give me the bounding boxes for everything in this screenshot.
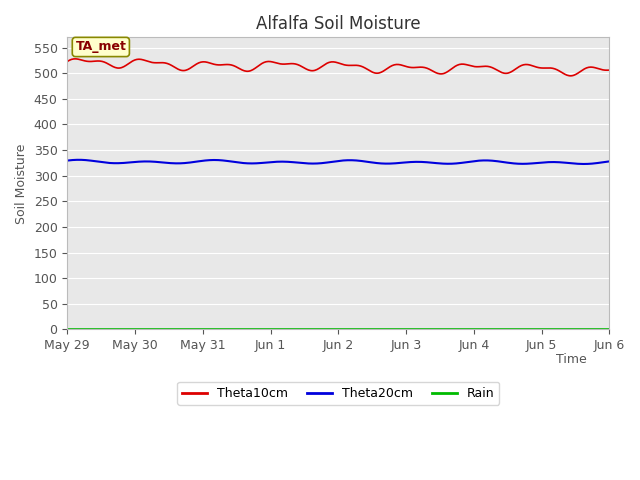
X-axis label: Time: Time [556, 353, 587, 366]
Theta10cm [566, 73, 574, 79]
Rain [386, 326, 394, 332]
Theta10cm [509, 68, 516, 74]
Theta20cm [580, 161, 588, 167]
Rain [63, 326, 71, 332]
Theta10cm [605, 67, 613, 73]
Rain [593, 326, 600, 332]
Theta20cm [605, 158, 613, 164]
Rain [605, 326, 613, 332]
Rain [324, 326, 332, 332]
Theta20cm [63, 158, 71, 164]
Theta20cm [387, 161, 395, 167]
Legend: Theta10cm, Theta20cm, Rain: Theta10cm, Theta20cm, Rain [177, 382, 499, 405]
Theta20cm [76, 157, 83, 163]
Title: Alfalfa Soil Moisture: Alfalfa Soil Moisture [256, 15, 420, 33]
Theta20cm [358, 158, 365, 164]
Theta10cm [325, 60, 333, 65]
Theta10cm [358, 63, 365, 69]
Rain [508, 326, 515, 332]
Theta10cm [322, 61, 330, 67]
Theta10cm [71, 56, 79, 62]
Text: TA_met: TA_met [76, 40, 126, 53]
Rain [356, 326, 364, 332]
Theta20cm [595, 160, 602, 166]
Theta20cm [322, 160, 330, 166]
Line: Theta10cm: Theta10cm [67, 59, 609, 76]
Theta10cm [387, 63, 395, 69]
Theta20cm [325, 159, 333, 165]
Theta20cm [509, 160, 516, 166]
Theta10cm [595, 66, 602, 72]
Theta10cm [63, 59, 71, 64]
Rain [321, 326, 328, 332]
Y-axis label: Soil Moisture: Soil Moisture [15, 143, 28, 224]
Line: Theta20cm: Theta20cm [67, 160, 609, 164]
